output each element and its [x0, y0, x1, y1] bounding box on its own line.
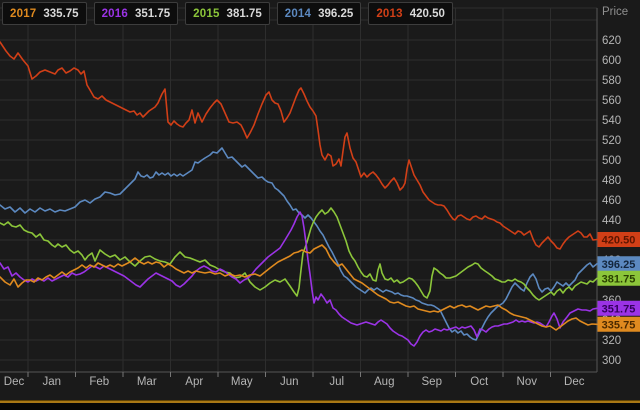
bottom-strip	[0, 403, 640, 410]
legend-year: 2015	[193, 7, 220, 20]
month-label: Jun	[280, 376, 299, 388]
month-label: Mar	[137, 376, 157, 388]
legend-year: 2013	[376, 7, 403, 20]
month-label: Apr	[185, 376, 203, 388]
legend-item-2013[interactable]: 2013 420.50	[368, 2, 453, 25]
legend-year: 2014	[284, 7, 312, 20]
price-axis-label: 600	[602, 55, 621, 67]
price-axis-label: 500	[602, 155, 621, 167]
legend-value: 335.75	[43, 7, 79, 20]
legend-item-2016[interactable]: 2016 351.75	[93, 2, 179, 25]
last-price-badge-2014	[597, 256, 640, 272]
legend-item-2015[interactable]: 2015 381.75	[185, 2, 270, 25]
price-axis-label: 580	[602, 75, 621, 87]
month-label: Jul	[329, 376, 344, 388]
price-axis-title: Price	[602, 6, 629, 18]
series-line-2016	[0, 211, 598, 347]
price-axis-label: 480	[602, 175, 621, 187]
legend-value: 381.75	[226, 7, 262, 20]
last-price-badge-label-2014: 396.25	[602, 259, 636, 271]
last-price-badge-2017	[597, 316, 640, 332]
series-line-2014	[0, 147, 598, 341]
last-price-badge-label-2015: 381.75	[602, 273, 636, 285]
month-label: Nov	[517, 376, 538, 388]
legend-value: 396.25	[318, 7, 354, 20]
price-axis-label: 520	[602, 135, 621, 147]
last-price-badge-label-2013: 420.50	[602, 235, 636, 247]
month-label: Dec	[564, 376, 585, 388]
last-price-badge-2015	[597, 270, 640, 286]
month-label: Aug	[374, 376, 394, 388]
legend-item-2014[interactable]: 2014 396.25	[276, 2, 362, 25]
last-price-badge-2013	[597, 232, 640, 247]
price-axis-label: 620	[602, 35, 621, 47]
series-line-2015	[0, 207, 598, 301]
last-price-badge-label-2017: 335.75	[602, 319, 636, 331]
month-label: Dec	[4, 376, 25, 388]
bottom-accent-bar	[0, 400, 640, 404]
legend-item-2017[interactable]: 2017 335.75	[2, 2, 87, 25]
month-label: Oct	[470, 376, 489, 388]
series-line-2013	[0, 41, 598, 250]
legend-value: 420.50	[409, 7, 445, 20]
legend-year: 2016	[101, 7, 128, 20]
price-axis-label: 460	[602, 195, 621, 207]
price-axis-label: 540	[602, 115, 621, 127]
price-axis-label: 560	[602, 95, 621, 107]
legend-value: 351.75	[134, 7, 171, 20]
last-price-badge-label-2016: 351.75	[602, 303, 636, 315]
month-label: May	[231, 376, 253, 388]
month-label: Jan	[42, 376, 61, 388]
legend-year: 2017	[10, 7, 37, 20]
price-axis-label: 300	[602, 355, 621, 367]
price-axis-label: 320	[602, 335, 621, 347]
legend: 2017 335.75 2016 351.75 2015 381.75 2014…	[2, 2, 453, 25]
last-price-badge-2016	[597, 300, 640, 316]
month-label: Feb	[89, 376, 109, 388]
price-axis-label: 440	[602, 215, 621, 227]
month-label: Sep	[422, 376, 442, 388]
series-line-2017	[0, 244, 598, 331]
